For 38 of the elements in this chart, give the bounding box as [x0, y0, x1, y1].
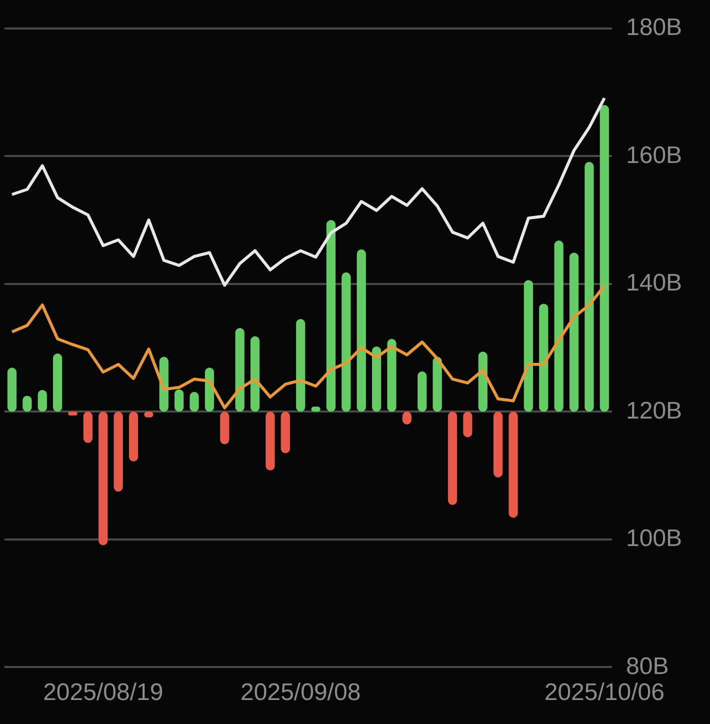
y-tick-label: 80B	[626, 652, 669, 680]
x-tick-label: 2025/09/08	[240, 679, 361, 706]
y-tick-label: 120B	[626, 397, 682, 424]
bar	[554, 240, 564, 412]
bar	[432, 356, 442, 412]
bar	[539, 304, 548, 412]
bar	[296, 319, 306, 412]
bar	[342, 272, 351, 412]
y-tick-label: 140B	[626, 270, 682, 297]
bar	[266, 412, 275, 470]
bar	[584, 162, 594, 412]
bar	[220, 412, 230, 444]
bar	[98, 412, 108, 546]
y-tick-label: 160B	[626, 142, 682, 169]
bar	[372, 346, 382, 412]
bar	[508, 412, 518, 518]
y-tick-label: 100B	[626, 525, 682, 552]
bar	[418, 371, 427, 412]
y-tick-label: 180B	[626, 14, 682, 42]
bar	[53, 354, 62, 412]
bar	[524, 280, 534, 412]
bar	[478, 352, 488, 412]
bar	[114, 412, 123, 492]
bar	[600, 105, 609, 412]
bar	[448, 412, 458, 505]
x-tick-label: 2025/08/19	[43, 679, 164, 706]
bar	[387, 338, 396, 412]
bar	[494, 412, 503, 478]
bar	[280, 412, 290, 454]
bar	[326, 220, 336, 412]
bar	[569, 252, 579, 412]
x-tick-label: 2025/10/06	[544, 679, 664, 706]
bar	[356, 249, 366, 412]
bar	[83, 412, 93, 443]
bar	[235, 328, 244, 412]
bar	[7, 368, 17, 412]
bar	[250, 336, 260, 412]
bar	[128, 412, 138, 462]
